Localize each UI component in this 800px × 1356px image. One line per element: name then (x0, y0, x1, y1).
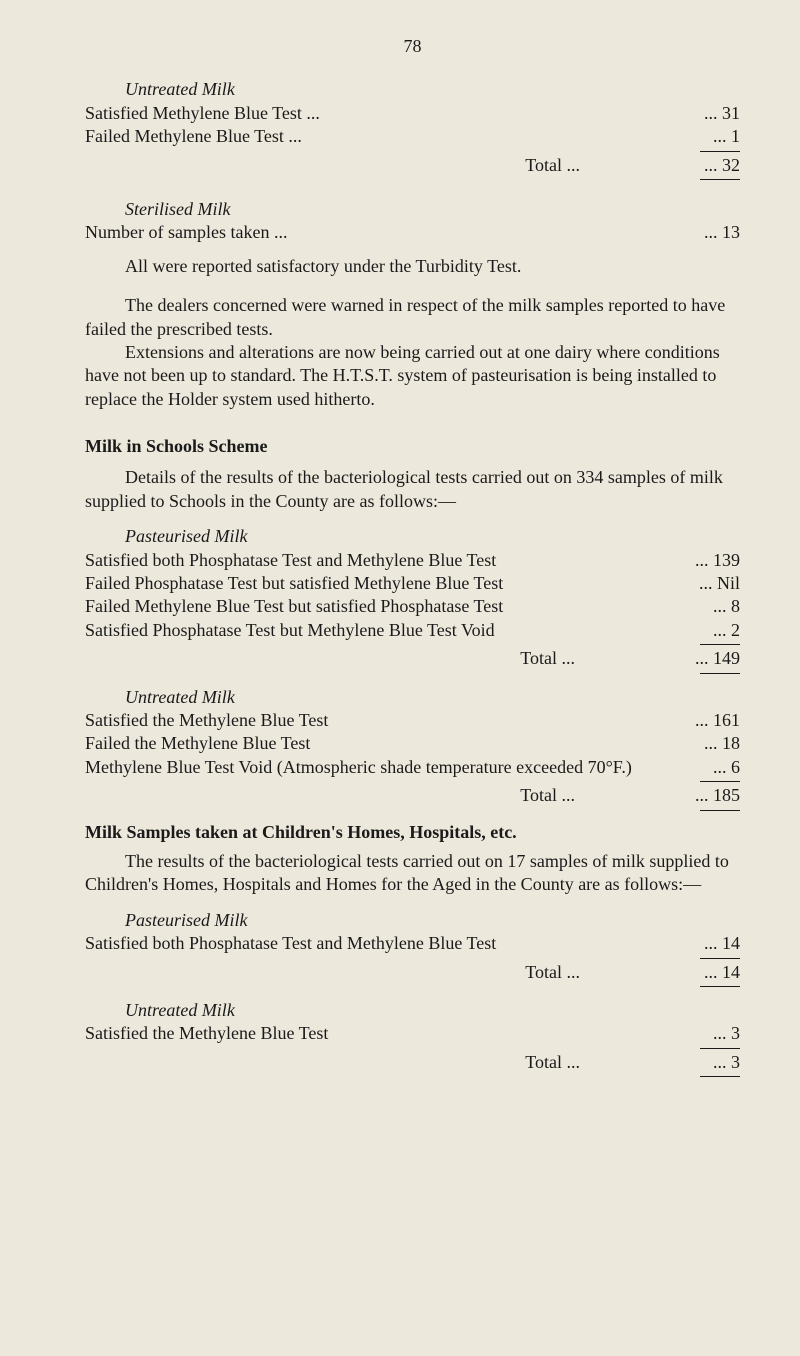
paragraph-1: The dealers concerned were warned in res… (85, 294, 740, 341)
row-label: Satisfied Methylene Blue Test ... (85, 102, 700, 125)
sterilised-note: All were reported satisfactory under the… (85, 255, 740, 278)
row-value: ... 1 (700, 125, 740, 148)
row-value: ... 3 (700, 1022, 740, 1045)
total-value: ... 149 (695, 647, 740, 670)
milk-children-intro: The results of the bacteriological tests… (85, 850, 740, 897)
sterilised-milk-heading: Sterilised Milk (125, 198, 740, 221)
row-value: ... 8 (700, 595, 740, 618)
row-value: ... 139 (695, 549, 740, 572)
row-label: Failed Methylene Blue Test ... (85, 125, 700, 148)
paragraph-2: Extensions and alterations are now being… (85, 341, 740, 411)
untreated-heading-2: Untreated Milk (125, 686, 740, 709)
divider (700, 151, 740, 152)
row-label: Methylene Blue Test Void (Atmospheric sh… (85, 756, 700, 779)
row-value: ... 161 (695, 709, 740, 732)
untreated-heading-3: Untreated Milk (125, 999, 740, 1022)
row-label: Satisfied the Methylene Blue Test (85, 709, 695, 732)
total-label: Total ... (85, 647, 695, 670)
pasteurised-heading-2: Pasteurised Milk (125, 909, 740, 932)
data-row: Number of samples taken ... ... 13 (85, 221, 740, 244)
data-row: Methylene Blue Test Void (Atmospheric sh… (85, 756, 740, 779)
row-label: Failed the Methylene Blue Test (85, 732, 700, 755)
row-value: ... 6 (700, 756, 740, 779)
total-value: ... 14 (700, 961, 740, 984)
data-row: Satisfied both Phosphatase Test and Meth… (85, 932, 740, 955)
divider (700, 673, 740, 674)
total-row: Total ... ... 14 (85, 961, 740, 984)
total-label: Total ... (85, 961, 700, 984)
row-value: ... 31 (700, 102, 740, 125)
row-label: Satisfied the Methylene Blue Test (85, 1022, 700, 1045)
row-value: ... 13 (700, 221, 740, 244)
divider (700, 1048, 740, 1049)
total-value: ... 32 (700, 154, 740, 177)
milk-schools-intro: Details of the results of the bacteriolo… (85, 466, 740, 513)
total-row: Total ... ... 32 (85, 154, 740, 177)
divider (700, 810, 740, 811)
total-value: ... 185 (695, 784, 740, 807)
row-label: Satisfied both Phosphatase Test and Meth… (85, 549, 695, 572)
data-row: Satisfied Methylene Blue Test ... ... 31 (85, 102, 740, 125)
data-row: Satisfied the Methylene Blue Test ... 16… (85, 709, 740, 732)
data-row: Satisfied the Methylene Blue Test ... 3 (85, 1022, 740, 1045)
data-row: Failed the Methylene Blue Test ... 18 (85, 732, 740, 755)
page-number: 78 (85, 35, 740, 58)
total-row: Total ... ... 149 (85, 647, 740, 670)
data-row: Failed Methylene Blue Test but satisfied… (85, 595, 740, 618)
row-value: ... 14 (700, 932, 740, 955)
data-row: Failed Phosphatase Test but satisfied Me… (85, 572, 740, 595)
row-label: Failed Methylene Blue Test but satisfied… (85, 595, 700, 618)
data-row: Failed Methylene Blue Test ... ... 1 (85, 125, 740, 148)
divider (700, 644, 740, 645)
divider (700, 781, 740, 782)
row-label: Number of samples taken ... (85, 221, 700, 244)
pasteurised-heading-1: Pasteurised Milk (125, 525, 740, 548)
data-row: Satisfied Phosphatase Test but Methylene… (85, 619, 740, 642)
row-value: ... Nil (699, 572, 740, 595)
milk-children-heading: Milk Samples taken at Children's Homes, … (85, 821, 740, 844)
row-label: Satisfied Phosphatase Test but Methylene… (85, 619, 700, 642)
total-label: Total ... (85, 784, 695, 807)
untreated-milk-heading-1: Untreated Milk (125, 78, 740, 101)
divider (700, 179, 740, 180)
total-value: ... 3 (700, 1051, 740, 1074)
row-label: Satisfied both Phosphatase Test and Meth… (85, 932, 700, 955)
row-value: ... 18 (700, 732, 740, 755)
total-row: Total ... ... 3 (85, 1051, 740, 1074)
divider (700, 958, 740, 959)
milk-schools-heading: Milk in Schools Scheme (85, 435, 740, 458)
row-value: ... 2 (700, 619, 740, 642)
total-label: Total ... (85, 154, 700, 177)
total-row: Total ... ... 185 (85, 784, 740, 807)
divider (700, 1076, 740, 1077)
data-row: Satisfied both Phosphatase Test and Meth… (85, 549, 740, 572)
row-label: Failed Phosphatase Test but satisfied Me… (85, 572, 699, 595)
divider (700, 986, 740, 987)
total-label: Total ... (85, 1051, 700, 1074)
